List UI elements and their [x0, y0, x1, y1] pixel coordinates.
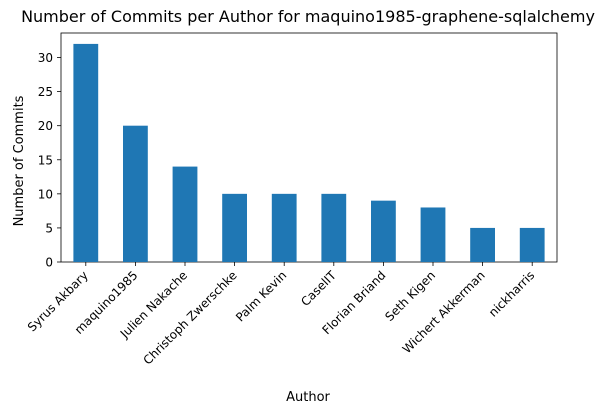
bar: [420, 207, 446, 262]
x-tick-label: Palm Kevin: [233, 268, 289, 324]
bar: [321, 193, 347, 262]
bar: [371, 200, 396, 262]
bar-series: [73, 43, 545, 263]
plot-frame: [60, 32, 558, 263]
y-axis: 0 5 10 15 20 25 30: [38, 51, 61, 270]
y-tick-label: 10: [38, 187, 53, 201]
bar: [172, 166, 198, 262]
bar: [519, 227, 545, 262]
plot-area: [60, 32, 558, 263]
y-axis-label: Number of Commits: [12, 95, 27, 226]
bar: [271, 193, 297, 262]
y-tick-label: 5: [45, 221, 53, 235]
bar: [73, 43, 99, 263]
y-tick-label: 0: [45, 256, 53, 270]
y-tick-label: 25: [38, 85, 53, 99]
x-tick-label: nickharris: [486, 268, 537, 319]
bar: [123, 125, 148, 262]
y-tick-label: 15: [38, 153, 53, 167]
bar: [222, 193, 247, 262]
x-tick-label: Christoph Zwerschke: [141, 268, 240, 367]
y-tick-label: 30: [38, 51, 53, 65]
bar: [470, 227, 495, 262]
x-axis-label: Author: [286, 390, 330, 405]
x-tick-label: CaselIT: [298, 268, 339, 309]
chart-title: Number of Commits per Author for maquino…: [21, 7, 595, 26]
y-tick-label: 20: [38, 119, 53, 133]
x-tick-label: Wichert Akkerman: [400, 268, 488, 356]
